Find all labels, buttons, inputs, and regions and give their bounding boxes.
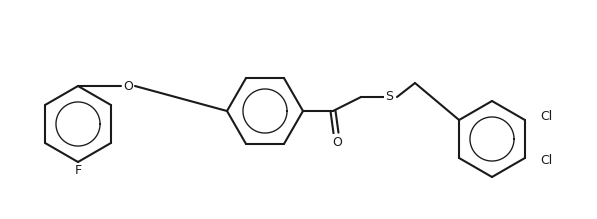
Text: O: O [123, 79, 133, 92]
Text: O: O [332, 136, 342, 148]
Text: Cl: Cl [540, 111, 552, 124]
Text: Cl: Cl [540, 154, 552, 168]
Text: F: F [75, 164, 82, 178]
Text: S: S [385, 90, 393, 104]
